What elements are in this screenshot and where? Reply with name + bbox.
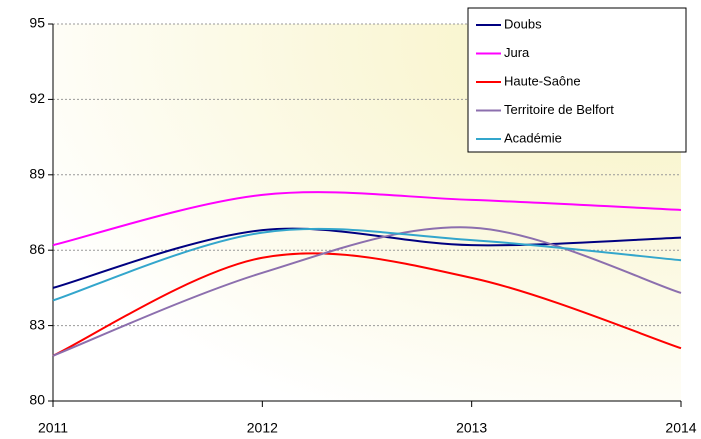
series-line: [52, 226, 682, 357]
legend-label: Jura: [504, 45, 530, 60]
series-line: [52, 191, 682, 247]
x-tick-label: 2013: [456, 420, 487, 436]
y-tick-label: 83: [29, 316, 45, 332]
y-tick-label: 89: [29, 166, 45, 182]
series-line: [52, 227, 682, 289]
y-tick-label: 80: [29, 392, 45, 408]
legend-box: [467, 7, 687, 153]
x-tick-label: 2014: [665, 420, 696, 436]
legend-label: Académie: [504, 130, 562, 145]
x-tick-label: 2011: [38, 420, 68, 436]
series-line: [52, 227, 682, 302]
legend-label: Territoire de Belfort: [504, 102, 614, 117]
y-tick-label: 95: [29, 15, 45, 31]
legend: Doubs Jura Haute-Saône Territoire de Belfor…: [467, 7, 687, 153]
series-line: [52, 252, 682, 357]
legend-label: Haute-Saône: [504, 73, 581, 88]
y-tick-label: 86: [29, 241, 45, 257]
legend-label: Doubs: [504, 16, 542, 31]
x-tick-label: 2012: [247, 420, 278, 436]
y-tick-label: 92: [29, 90, 45, 106]
